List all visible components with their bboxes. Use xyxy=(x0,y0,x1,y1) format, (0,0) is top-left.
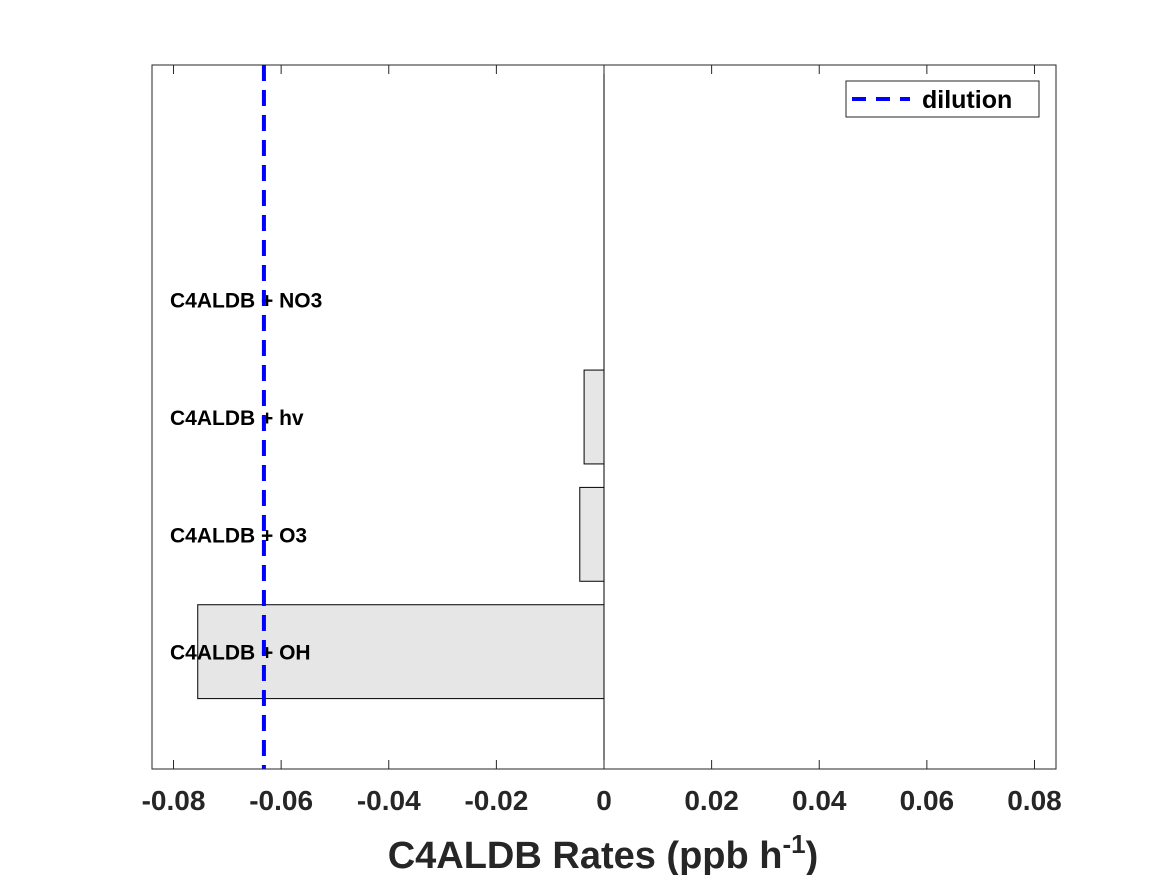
bar-2 xyxy=(583,369,605,465)
bar-label-1: C4ALDB + O3 xyxy=(170,524,307,547)
x-tick-label-8: 0.08 xyxy=(1007,785,1062,816)
bar-label-2: C4ALDB + hv xyxy=(170,407,304,430)
x-tick-label-4: 0 xyxy=(596,785,612,816)
x-tick-label-5: 0.02 xyxy=(684,785,739,816)
bar-1 xyxy=(579,486,605,582)
x-axis-title-main: C4ALDB Rates (ppb h xyxy=(388,835,783,875)
legend-dilution-label: dilution xyxy=(922,86,1012,114)
x-axis-title-close: ) xyxy=(806,835,819,875)
bar-label-0: C4ALDB + OH xyxy=(170,642,311,665)
legend: dilution xyxy=(845,80,1040,118)
x-tick-label-3: -0.02 xyxy=(464,785,528,816)
x-tick-label-2: -0.04 xyxy=(357,785,421,816)
x-tick-label-1: -0.06 xyxy=(249,785,313,816)
x-tick-label-0: -0.08 xyxy=(142,785,206,816)
x-tick-label-7: 0.06 xyxy=(900,785,955,816)
x-ticks-layer: -0.08 -0.06 -0.04 -0.02 0 0.02 0.04 0.06 0.08 xyxy=(142,65,1062,816)
x-tick-label-6: 0.04 xyxy=(792,785,847,816)
bar-label-3: C4ALDB + NO3 xyxy=(170,290,322,313)
bar-labels-layer: C4ALDB + OH C4ALDB + O3 C4ALDB + hv C4ALDB … xyxy=(170,290,322,665)
x-axis-title-superscript: -1 xyxy=(783,829,806,859)
x-axis-title: C4ALDB Rates (ppb h-1) xyxy=(388,829,819,875)
